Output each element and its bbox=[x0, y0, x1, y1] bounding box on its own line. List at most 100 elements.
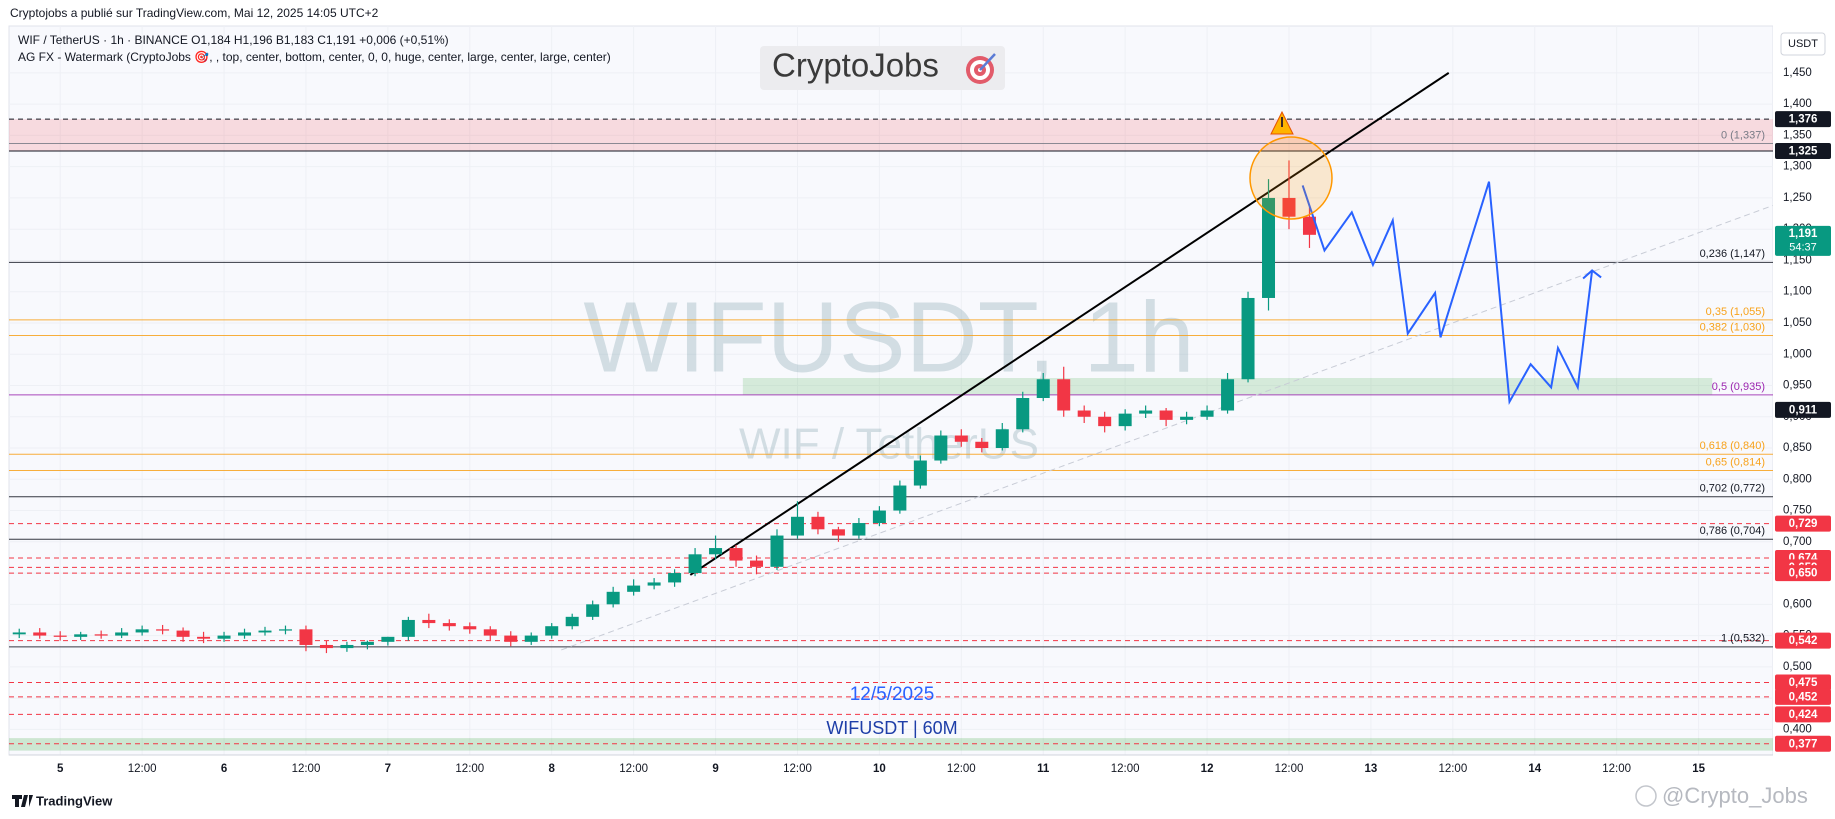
candle-body bbox=[360, 641, 374, 645]
price-tag-label: 0,424 bbox=[1789, 709, 1818, 721]
x-tick-label: 7 bbox=[385, 763, 391, 775]
candle-body bbox=[278, 629, 292, 631]
candle-body bbox=[811, 516, 825, 530]
y-tick-label: 0,400 bbox=[1783, 723, 1812, 735]
candle-body bbox=[1200, 410, 1214, 417]
plot: WIFUSDT, 1hWIF / TetherUS0 (1,337)0,236 … bbox=[9, 26, 1773, 755]
logo-box bbox=[760, 46, 1005, 90]
candle-body bbox=[1016, 398, 1030, 430]
footer-icon bbox=[1635, 785, 1657, 807]
price-tag bbox=[1775, 735, 1831, 752]
y-tick-label: 0,850 bbox=[1783, 442, 1812, 454]
countdown-label: 54:37 bbox=[1789, 242, 1817, 254]
candle-body bbox=[647, 582, 661, 586]
candle-body bbox=[53, 635, 67, 637]
price-tag-label: 0,377 bbox=[1789, 738, 1818, 750]
candle-body bbox=[463, 626, 477, 630]
x-tick-label: 13 bbox=[1365, 763, 1378, 775]
candle-body bbox=[750, 560, 764, 567]
candle-body bbox=[299, 629, 313, 645]
zone bbox=[9, 738, 1773, 751]
annotation-symbol: WIFUSDT | 60M bbox=[826, 718, 957, 738]
x-tick-label: 12:00 bbox=[292, 763, 321, 775]
annotation-date: 12/5/2025 bbox=[850, 684, 935, 705]
candle-body bbox=[1036, 379, 1050, 399]
x-tick-label: 12:00 bbox=[1111, 763, 1140, 775]
y-tick-label: 1,400 bbox=[1783, 98, 1812, 110]
price-tag bbox=[1775, 401, 1831, 418]
fib-label: 0,236 (1,147) bbox=[1700, 248, 1765, 260]
x-tick-label: 12:00 bbox=[1275, 763, 1304, 775]
candle-body bbox=[1098, 416, 1112, 427]
x-tick-label: 12:00 bbox=[128, 763, 157, 775]
price-tag bbox=[1775, 515, 1831, 532]
candle-body bbox=[1057, 379, 1071, 411]
candle-body bbox=[790, 516, 804, 536]
price-tag-label: 0,729 bbox=[1789, 518, 1818, 530]
currency-label: USDT bbox=[1788, 38, 1818, 50]
arrow-head bbox=[1582, 269, 1602, 280]
x-tick-label: 14 bbox=[1528, 763, 1541, 775]
price-tag-label: 0,911 bbox=[1789, 404, 1818, 416]
x-tick-label: 12:00 bbox=[1438, 763, 1467, 775]
fib-label: 0,35 (1,055) bbox=[1706, 306, 1765, 318]
candle-body bbox=[504, 635, 518, 642]
x-tick-label: 12:00 bbox=[1602, 763, 1631, 775]
candle-body bbox=[115, 632, 129, 636]
candle-body bbox=[1118, 413, 1132, 427]
x-tick-label: 10 bbox=[873, 763, 886, 775]
candle-body bbox=[135, 629, 149, 633]
candle-body bbox=[524, 635, 538, 642]
footer-watermark: @Crypto_Jobs bbox=[1662, 783, 1808, 808]
candle-body bbox=[1159, 410, 1173, 420]
candle-body bbox=[831, 529, 845, 536]
fib-label: 0,786 (0,704) bbox=[1700, 525, 1765, 537]
x-tick-label: 12:00 bbox=[783, 763, 812, 775]
trend-line bbox=[561, 204, 1773, 651]
y-tick-label: 1,050 bbox=[1783, 317, 1812, 329]
price-tag bbox=[1775, 674, 1831, 691]
trend-line bbox=[689, 72, 1450, 576]
candle-body bbox=[319, 644, 333, 649]
candle-body bbox=[340, 644, 354, 649]
y-tick-label: 0,600 bbox=[1783, 598, 1812, 610]
header: Cryptojobs a publié sur TradingView.com,… bbox=[10, 6, 379, 20]
y-tick-label: 1,000 bbox=[1783, 348, 1812, 360]
footer-brand: TradingView bbox=[36, 793, 113, 808]
y-tick-label: 1,100 bbox=[1783, 286, 1812, 298]
price-tag-label: 0,475 bbox=[1789, 677, 1818, 689]
candle-body bbox=[893, 485, 907, 511]
current-price-tag bbox=[1775, 225, 1831, 256]
candle-body bbox=[954, 435, 968, 442]
fib-label: 0,5 (0,935) bbox=[1712, 381, 1765, 393]
candle-body bbox=[565, 616, 579, 627]
x-tick-label: 8 bbox=[549, 763, 556, 775]
y-tick-label: 0,500 bbox=[1783, 661, 1812, 673]
candle-body bbox=[1139, 410, 1153, 414]
x-tick-label: 5 bbox=[57, 763, 64, 775]
candle-body bbox=[12, 632, 26, 635]
candle-body bbox=[627, 585, 641, 592]
candle-body bbox=[197, 636, 211, 639]
candle-body bbox=[217, 635, 231, 639]
candle-body bbox=[1180, 416, 1194, 420]
fib-label: 0,618 (0,840) bbox=[1700, 440, 1765, 452]
x-tick-label: 9 bbox=[712, 763, 718, 775]
candle-body bbox=[709, 548, 723, 555]
candle-body bbox=[852, 523, 866, 536]
price-tag bbox=[1775, 688, 1831, 705]
projection-line bbox=[1301, 181, 1594, 406]
x-tick-label: 12 bbox=[1201, 763, 1214, 775]
price-tag bbox=[1775, 632, 1831, 649]
candle-body bbox=[545, 626, 559, 636]
fib-label: 0,382 (1,030) bbox=[1700, 321, 1765, 333]
candle-body bbox=[258, 630, 272, 633]
logo-text: CryptoJobs bbox=[772, 47, 939, 84]
watermark-title: WIFUSDT, 1h bbox=[583, 281, 1194, 393]
x-tick-label: 15 bbox=[1692, 763, 1705, 775]
y-tick-label: 1,150 bbox=[1783, 254, 1812, 266]
zone bbox=[9, 119, 1773, 152]
price-tag bbox=[1775, 111, 1831, 128]
price-tag bbox=[1775, 565, 1831, 582]
